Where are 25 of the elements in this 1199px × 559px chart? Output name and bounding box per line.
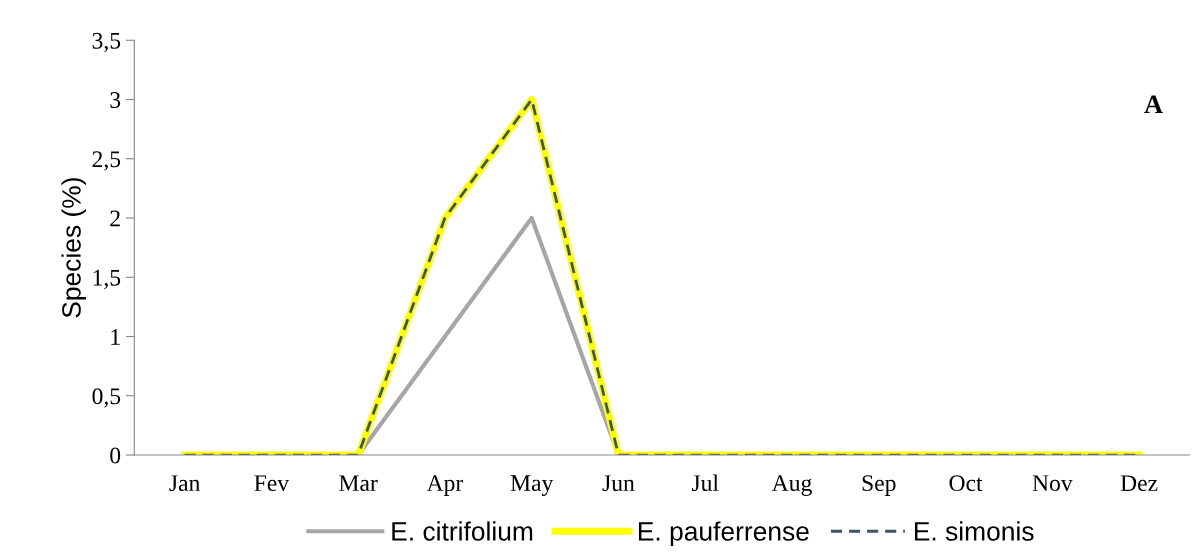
y-tick-label: 0: [110, 447, 121, 464]
y-tick-label: 2,5: [92, 151, 121, 171]
x-tick-label: Fev: [254, 475, 290, 492]
y-tick-label: 1: [111, 329, 120, 345]
x-tick-label: Mar: [339, 475, 378, 492]
y-axis-title: Species (%): [61, 178, 87, 318]
x-tick-label: Apr: [426, 475, 464, 496]
y-tick-label: 3,5: [92, 32, 121, 53]
x-tick-label: Jun: [602, 475, 635, 492]
x-tick-label: Nov: [1032, 475, 1073, 492]
y-tick-label: 3: [110, 92, 121, 108]
x-tick-label: Oct: [949, 475, 983, 492]
x-tick-label: Dez: [1120, 475, 1158, 492]
legend-label: E. pauferrense: [638, 521, 809, 546]
legend-label: E. simonis: [914, 521, 1034, 541]
x-tick-label: Jul: [691, 474, 719, 492]
y-tick-label: 0,5: [92, 388, 121, 408]
x-tick-label: Aug: [771, 475, 812, 496]
annotation: A: [1144, 95, 1163, 113]
y-tick-label: 1,5: [93, 269, 121, 290]
legend-label: E. citrifolium: [392, 521, 533, 541]
x-tick-label: Jan: [169, 475, 200, 492]
x-tick-label: Sep: [862, 475, 896, 496]
y-tick-label: 2: [110, 210, 120, 227]
x-tick-label: May: [510, 475, 554, 496]
